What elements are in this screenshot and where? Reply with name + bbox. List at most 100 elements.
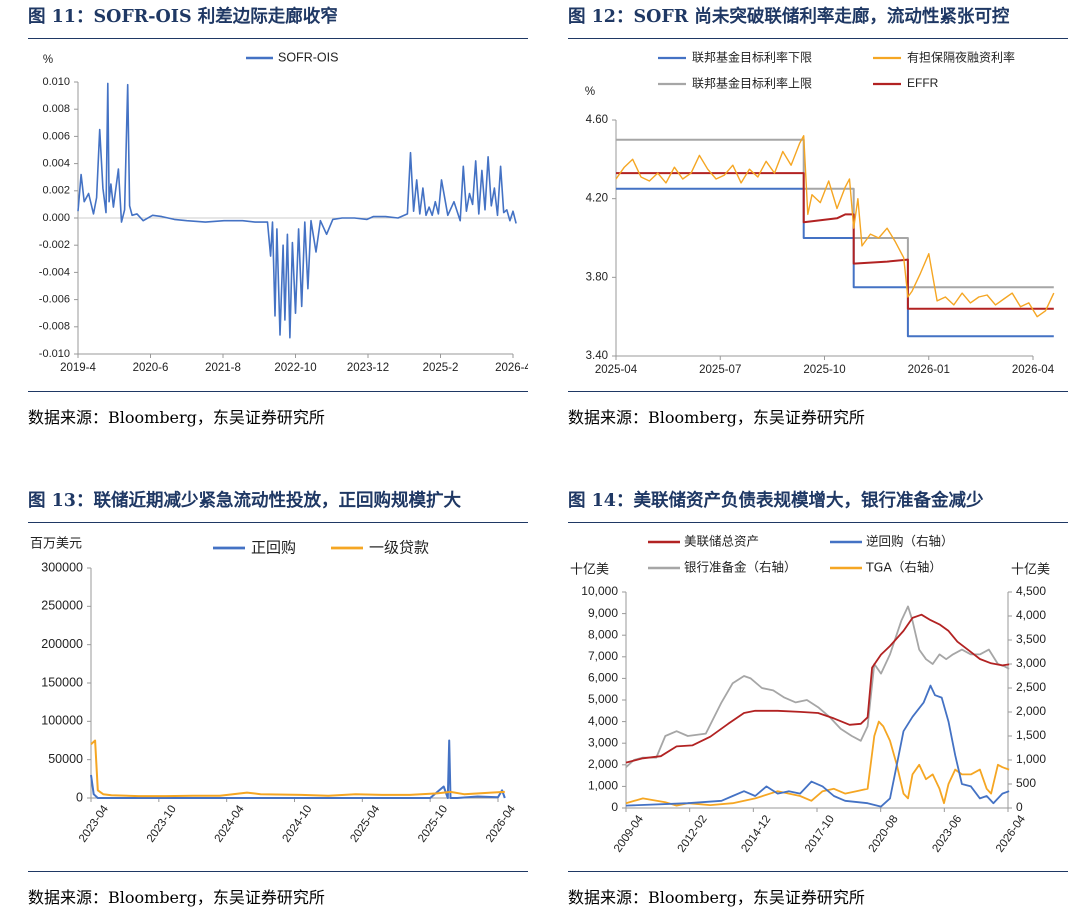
y-tick-label: -0.004	[39, 266, 70, 278]
legend-label: 联邦基金目标利率上限	[692, 76, 812, 91]
series-line-3	[615, 134, 1055, 318]
x-tick-label: 2026-04	[1012, 364, 1055, 376]
y-tick-label: 0.008	[42, 103, 70, 115]
y-unit-label: 百万美元	[30, 537, 82, 552]
panel-12: 图 12：SOFR 尚未突破联储利率走廊，流动性紧张可控 % 4.60 4.20 3.…	[568, 0, 1068, 440]
y-tick-label: -0.006	[39, 294, 70, 306]
series-line-0	[90, 739, 506, 799]
y-tick-label: 5,000	[588, 692, 618, 706]
x-tick-label: 2021-8	[205, 362, 241, 374]
y-tick-label: 4.60	[586, 114, 608, 126]
y-tick-label: -0.010	[39, 348, 70, 360]
y-tick-label: 100000	[41, 714, 83, 728]
y-tick-label: 50000	[48, 752, 83, 766]
chart-13-plot: 百万美元 300000 250000 200000 150000 100000 50000 0…	[30, 537, 518, 845]
legend-label: 有担保隔夜融资利率	[907, 50, 1015, 65]
legend-label: 一级贷款	[369, 539, 429, 557]
y2-tick-label: 3,500	[1016, 632, 1046, 646]
x-tick-label: 2019-4	[60, 362, 96, 374]
left-unit-label: 十亿美	[570, 563, 609, 578]
x-tick-label: 2022-10	[274, 362, 316, 374]
legend-label: EFFR	[907, 76, 939, 90]
x-tick-label: 2026-04	[484, 803, 518, 845]
x-tick-label: 2025-07	[699, 364, 741, 376]
legend-label: 美联储总资产	[684, 534, 759, 549]
y2-tick-label: 2,500	[1016, 680, 1046, 694]
x-tick-label: 2014-12	[739, 813, 773, 854]
source-rule	[568, 391, 1068, 392]
x-tick-label: 2020-08	[867, 813, 901, 854]
y-tick-label: 0.004	[42, 158, 70, 170]
chart-14-title: 图 14：美联储资产负债表规模增大，银行准备金减少	[568, 491, 984, 511]
series-line-1	[616, 138, 1054, 289]
y2-tick-label: 0	[1016, 800, 1023, 814]
legend-label: 逆回购（右轴）	[866, 534, 954, 549]
y-tick-label: 9,000	[588, 606, 618, 620]
x-tick-label: 2023-10	[145, 803, 179, 844]
y-tick-label: 4,000	[588, 714, 618, 728]
y-tick-label: 3,000	[588, 735, 618, 749]
y-tick-label: 150000	[41, 675, 83, 689]
chart-11-title: 图 11：SOFR-OIS 利差边际走廊收窄	[28, 7, 338, 27]
series-line-1	[90, 739, 505, 798]
y-tick-label: 3.80	[586, 271, 608, 283]
chart-12-source: 数据来源：Bloomberg，东吴证券研究所	[568, 408, 865, 427]
chart-12-plot: % 4.60 4.20 3.80 3.40 2025-04 2025-07 2025-10 20…	[585, 50, 1055, 377]
y-tick-label: -0.002	[39, 239, 70, 251]
y2-tick-label: 4,500	[1016, 584, 1046, 598]
y2-tick-label: 1,000	[1016, 752, 1046, 766]
legend-label: TGA（右轴）	[865, 560, 942, 575]
chart-11-source: 数据来源：Bloomberg，东吴证券研究所	[28, 408, 325, 427]
y2-tick-label: 3,000	[1016, 656, 1046, 670]
y-tick-label: 250000	[41, 599, 83, 613]
y-tick-label: 2,000	[588, 757, 618, 771]
source-rule	[568, 871, 1068, 872]
x-tick-label: 2025-04	[595, 364, 638, 376]
x-tick-label: 2009-04	[612, 813, 646, 855]
x-tick-label: 2024-04	[213, 803, 247, 845]
legend-label: 正回购	[251, 539, 296, 557]
x-tick-label: 2012-02	[676, 813, 710, 854]
series-line-1	[625, 684, 1010, 808]
series-line-3	[625, 720, 1010, 807]
y2-tick-label: 1,500	[1016, 728, 1046, 742]
series-line-2	[625, 605, 1010, 768]
chart-13-source: 数据来源：Bloomberg，东吴证券研究所	[28, 888, 325, 907]
y-tick-label: 0.006	[42, 130, 70, 142]
series-line-2	[616, 172, 1054, 310]
legend-label: 联邦基金目标利率下限	[692, 50, 812, 65]
chart-13-title: 图 13：联储近期减少紧急流动性投放，正回购规模扩大	[28, 491, 461, 511]
legend-label: SOFR-OIS	[278, 50, 338, 64]
y-unit-label: %	[43, 54, 53, 66]
x-tick-label: 2025-10	[416, 803, 450, 844]
x-tick-label: 2023-04	[77, 803, 111, 845]
y2-tick-label: 500	[1016, 776, 1036, 790]
panel-14: 图 14：美联储资产负债表规模增大，银行准备金减少 十亿美 十亿美 10,000 9,…	[568, 484, 1068, 914]
panel-13: 图 13：联储近期减少紧急流动性投放，正回购规模扩大 百万美元 300000 250…	[28, 484, 528, 914]
title-rule	[28, 522, 528, 523]
series-line-0	[616, 187, 1054, 338]
panel-11: 图 11：SOFR-OIS 利差边际走廊收窄 % 0.010 0.008 0.006 0…	[28, 0, 528, 440]
x-tick-label: 2026-4	[495, 362, 528, 374]
y-tick-label: 300000	[41, 560, 83, 574]
x-tick-label: 2020-6	[133, 362, 169, 374]
legend-label: 银行准备金（右轴）	[684, 560, 797, 575]
x-tick-label: 2025-04	[348, 803, 382, 845]
x-tick-label: 2025-10	[803, 364, 845, 376]
chart-14-source: 数据来源：Bloomberg，东吴证券研究所	[568, 888, 865, 907]
series-line-0	[625, 613, 1010, 764]
x-tick-label: 2026-04	[994, 813, 1028, 855]
y-tick-label: 8,000	[588, 627, 618, 641]
y2-tick-label: 2,000	[1016, 704, 1046, 718]
y-tick-label: 0.002	[42, 185, 70, 197]
source-rule	[28, 391, 528, 392]
y-tick-label: 0.000	[42, 212, 70, 224]
right-unit-label: 十亿美	[1011, 563, 1050, 578]
x-tick-label: 2023-06	[930, 813, 964, 854]
y-tick-label: 7,000	[588, 649, 618, 663]
x-tick-label: 2023-12	[347, 362, 389, 374]
y-tick-label: 6,000	[588, 671, 618, 685]
y-tick-label: 0.010	[42, 76, 70, 88]
x-tick-label: 2017-10	[803, 813, 837, 854]
y-tick-label: 1,000	[588, 779, 618, 793]
